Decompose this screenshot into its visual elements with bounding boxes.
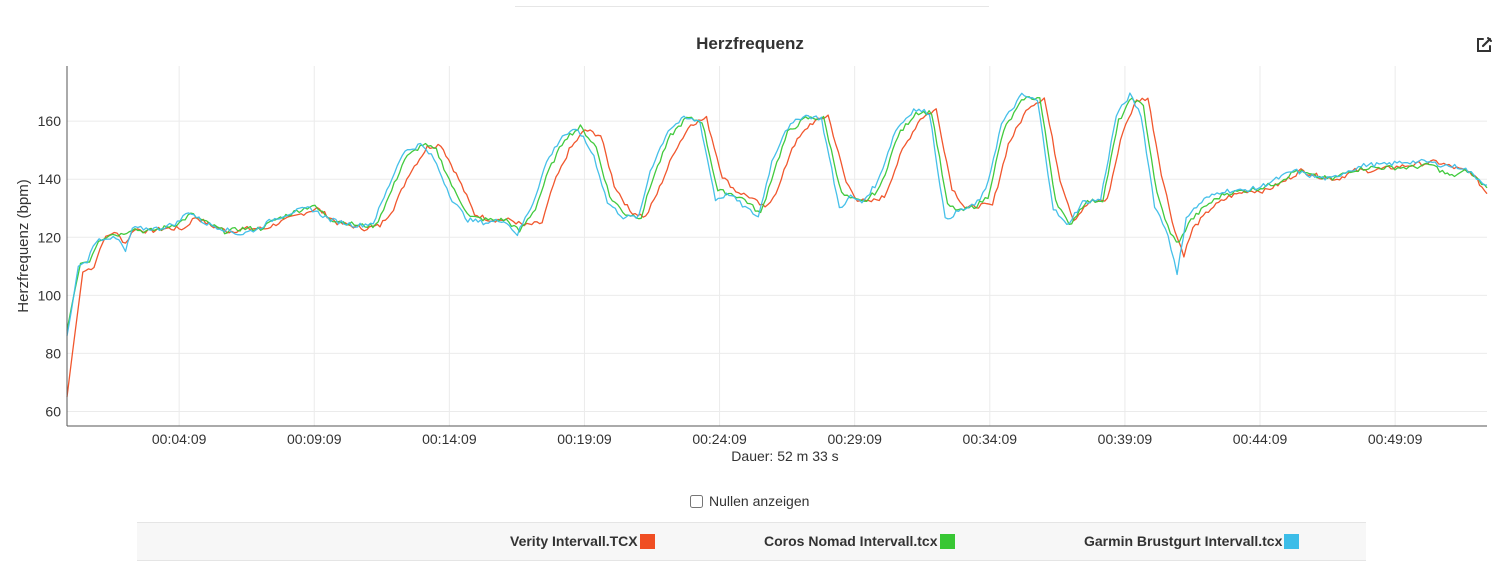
chart-labels: 60 80 100 120 140 160 00:04:09 00:09:09 00:14:09… bbox=[15, 113, 1423, 464]
x-tick-label: 00:14:09 bbox=[422, 431, 477, 447]
edit-icon[interactable] bbox=[1475, 36, 1493, 54]
y-tick-label: 100 bbox=[38, 287, 62, 303]
legend-label: Garmin Brustgurt Intervall.tcx bbox=[1084, 533, 1283, 549]
show-zeros-checkbox[interactable] bbox=[690, 494, 703, 508]
legend-swatch bbox=[639, 533, 655, 549]
y-axis-label: Herzfrequenz (bpm) bbox=[15, 179, 32, 312]
y-tick-label: 80 bbox=[45, 345, 61, 361]
x-tick-label: 00:09:09 bbox=[287, 431, 342, 447]
chart-title: Herzfrequenz bbox=[696, 34, 804, 53]
x-tick-label: 00:44:09 bbox=[1233, 431, 1288, 447]
legend-item-coros[interactable]: Coros Nomad Intervall.tcx bbox=[764, 533, 955, 549]
x-tick-label: 00:29:09 bbox=[827, 431, 882, 447]
chart-series bbox=[66, 92, 1488, 398]
heart-rate-chart: 60 80 100 120 140 160 00:04:09 00:09:09 00:14:09… bbox=[15, 66, 1488, 464]
x-axis-label: Dauer: 52 m 33 s bbox=[731, 448, 838, 464]
x-tick-label: 00:39:09 bbox=[1098, 431, 1153, 447]
x-tick-label: 00:24:09 bbox=[692, 431, 747, 447]
series-line-2 bbox=[66, 92, 1487, 337]
chart-axes bbox=[66, 66, 1487, 427]
legend-item-garmin[interactable]: Garmin Brustgurt Intervall.tcx bbox=[1084, 533, 1300, 549]
legend-item-verity[interactable]: Verity Intervall.TCX bbox=[510, 533, 655, 549]
y-tick-label: 60 bbox=[45, 403, 61, 419]
legend: Verity Intervall.TCX Coros Nomad Interva… bbox=[137, 522, 1366, 561]
legend-label: Coros Nomad Intervall.tcx bbox=[764, 533, 938, 549]
legend-label: Verity Intervall.TCX bbox=[510, 533, 638, 549]
x-tick-label: 00:04:09 bbox=[152, 431, 207, 447]
y-tick-label: 160 bbox=[38, 113, 62, 129]
top-divider bbox=[515, 6, 989, 7]
y-tick-label: 140 bbox=[38, 171, 62, 187]
legend-swatch bbox=[1284, 533, 1300, 549]
y-tick-label: 120 bbox=[38, 229, 62, 245]
chart-grid bbox=[67, 66, 1487, 426]
x-tick-label: 00:34:09 bbox=[963, 431, 1018, 447]
show-zeros-label: Nullen anzeigen bbox=[709, 493, 810, 509]
show-zeros-toggle[interactable]: Nullen anzeigen bbox=[690, 493, 809, 509]
series-line-0 bbox=[66, 97, 1488, 398]
legend-swatch bbox=[939, 533, 955, 549]
x-tick-label: 00:49:09 bbox=[1368, 431, 1423, 447]
x-tick-label: 00:19:09 bbox=[557, 431, 612, 447]
